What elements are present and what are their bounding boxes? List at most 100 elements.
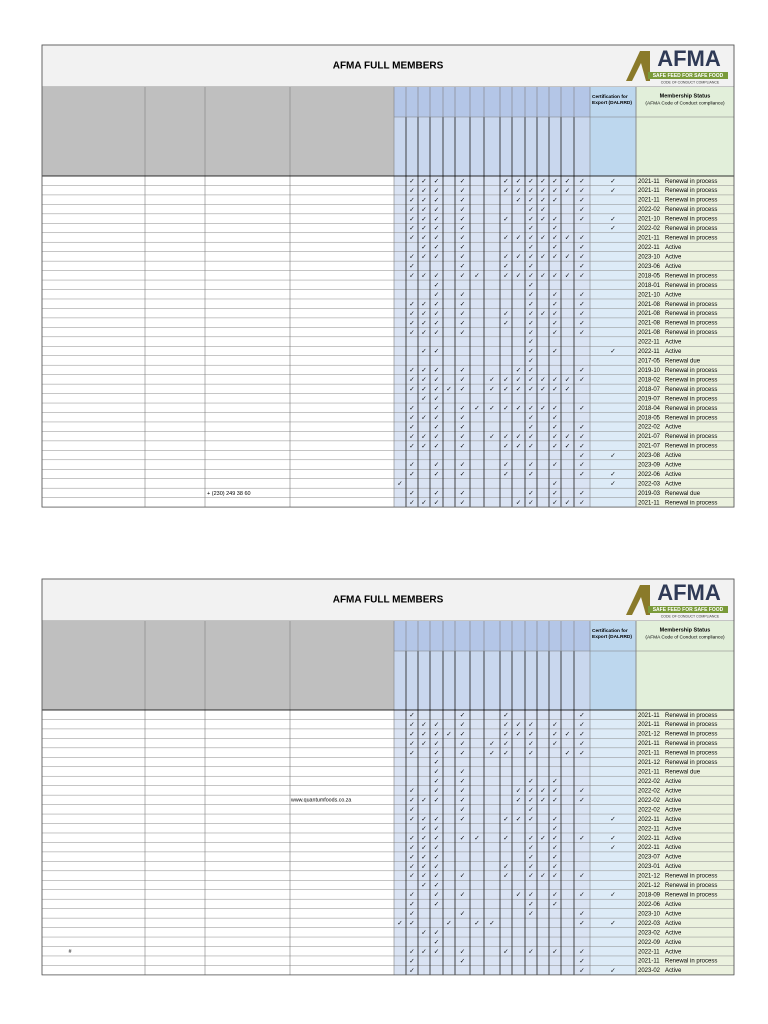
- title: AFMA FULL MEMBERS: [333, 61, 444, 72]
- date-text: 2018-07: [638, 387, 661, 393]
- cert-check: ✓: [610, 967, 615, 974]
- check-mark: ✓: [409, 329, 414, 336]
- check-mark: ✓: [446, 920, 451, 927]
- status-text: Active: [665, 817, 682, 823]
- date-text: 2022-02: [638, 788, 661, 794]
- check-mark: ✓: [579, 310, 584, 317]
- check-mark: ✓: [552, 797, 557, 804]
- cert-check: ✓: [610, 920, 615, 927]
- check-mark: ✓: [528, 778, 533, 785]
- check-mark: ✓: [409, 863, 414, 870]
- check-mark: ✓: [540, 788, 545, 795]
- date-text: 2022-02: [638, 779, 661, 785]
- date-text: 2021-08: [638, 302, 661, 308]
- cert-header-text: Certification for Export (DALRRD): [592, 628, 632, 640]
- check-mark: ✓: [565, 750, 570, 757]
- cert-check: ✓: [610, 452, 615, 459]
- check-mark: ✓: [434, 844, 439, 851]
- check-mark: ✓: [503, 216, 508, 223]
- check-mark: ✓: [409, 892, 414, 899]
- check-mark: ✓: [579, 206, 584, 213]
- check-mark: ✓: [460, 187, 465, 194]
- check-mark: ✓: [540, 206, 545, 213]
- check-mark: ✓: [460, 443, 465, 450]
- check-mark: ✓: [579, 797, 584, 804]
- check-mark: ✓: [421, 329, 426, 336]
- check-mark: ✓: [446, 386, 451, 393]
- status-text: Renewal in process: [665, 377, 717, 383]
- gray-header: [42, 621, 394, 710]
- check-mark: ✓: [503, 462, 508, 469]
- check-mark: ✓: [503, 405, 508, 412]
- check-mark: ✓: [528, 731, 533, 738]
- check-mark: ✓: [503, 712, 508, 719]
- table-border: [41, 44, 735, 508]
- check-mark: ✓: [434, 797, 439, 804]
- check-mark: ✓: [528, 835, 533, 842]
- check-mark: ✓: [579, 216, 584, 223]
- cert-check: ✓: [610, 225, 615, 232]
- check-mark: ✓: [460, 740, 465, 747]
- status-title: Membership Status: [660, 93, 711, 99]
- check-mark: ✓: [421, 225, 426, 232]
- status-text: Active: [665, 864, 682, 870]
- check-mark: ✓: [434, 310, 439, 317]
- check-mark: ✓: [397, 481, 402, 488]
- check-mark: ✓: [409, 235, 414, 242]
- date-text: 2021-11: [638, 500, 660, 506]
- status-text: Active: [665, 453, 682, 459]
- status-text: Renewal in process: [665, 883, 717, 889]
- check-subheader: [394, 651, 590, 710]
- logo-name: AFMA: [657, 580, 721, 605]
- check-mark: ✓: [579, 424, 584, 431]
- check-mark: ✓: [516, 386, 521, 393]
- date-text: 2021-11: [638, 188, 660, 194]
- check-mark: ✓: [421, 197, 426, 204]
- date-text: 2018-05: [638, 273, 661, 279]
- check-mark: ✓: [552, 731, 557, 738]
- check-mark: ✓: [460, 958, 465, 965]
- logo-subline: CODE OF CONDUCT COMPLIANCE: [661, 614, 720, 618]
- status-text: Renewal in process: [665, 434, 717, 440]
- check-mark: ✓: [516, 721, 521, 728]
- check-mark: ✓: [540, 797, 545, 804]
- blue-header: [394, 621, 590, 651]
- check-mark: ✓: [528, 339, 533, 346]
- check-mark: ✓: [528, 206, 533, 213]
- date-text: 2022-11: [638, 340, 660, 346]
- status-text: Active: [665, 968, 682, 974]
- check-mark: ✓: [552, 187, 557, 194]
- check-mark: ✓: [503, 873, 508, 880]
- check-mark: ✓: [528, 301, 533, 308]
- check-mark: ✓: [460, 329, 465, 336]
- check-mark: ✓: [552, 405, 557, 412]
- check-mark: ✓: [460, 254, 465, 261]
- check-mark: ✓: [460, 386, 465, 393]
- check-mark: ✓: [528, 424, 533, 431]
- status-text: Active: [665, 845, 682, 851]
- check-mark: ✓: [503, 377, 508, 384]
- status-title: Membership Status: [660, 627, 711, 633]
- check-mark: ✓: [516, 892, 521, 899]
- check-mark: ✓: [528, 721, 533, 728]
- check-mark: ✓: [552, 310, 557, 317]
- status-subtitle: (AFMA Code of Conduct compliance): [645, 100, 725, 106]
- date-text: 2019-10: [638, 368, 661, 374]
- check-mark: ✓: [565, 254, 570, 261]
- check-mark: ✓: [516, 377, 521, 384]
- check-mark: ✓: [409, 490, 414, 497]
- check-mark: ✓: [516, 197, 521, 204]
- check-mark: ✓: [579, 788, 584, 795]
- check-mark: ✓: [409, 807, 414, 814]
- date-text: 2021-08: [638, 330, 661, 336]
- date-text: 2023-08: [638, 453, 661, 459]
- check-mark: ✓: [421, 443, 426, 450]
- check-mark: ✓: [565, 386, 570, 393]
- check-mark: ✓: [434, 873, 439, 880]
- cert-header-text: Certification for Export (DALRRD): [592, 94, 632, 106]
- check-mark: ✓: [409, 901, 414, 908]
- check-mark: ✓: [460, 712, 465, 719]
- check-mark: ✓: [460, 500, 465, 507]
- check-mark: ✓: [434, 471, 439, 478]
